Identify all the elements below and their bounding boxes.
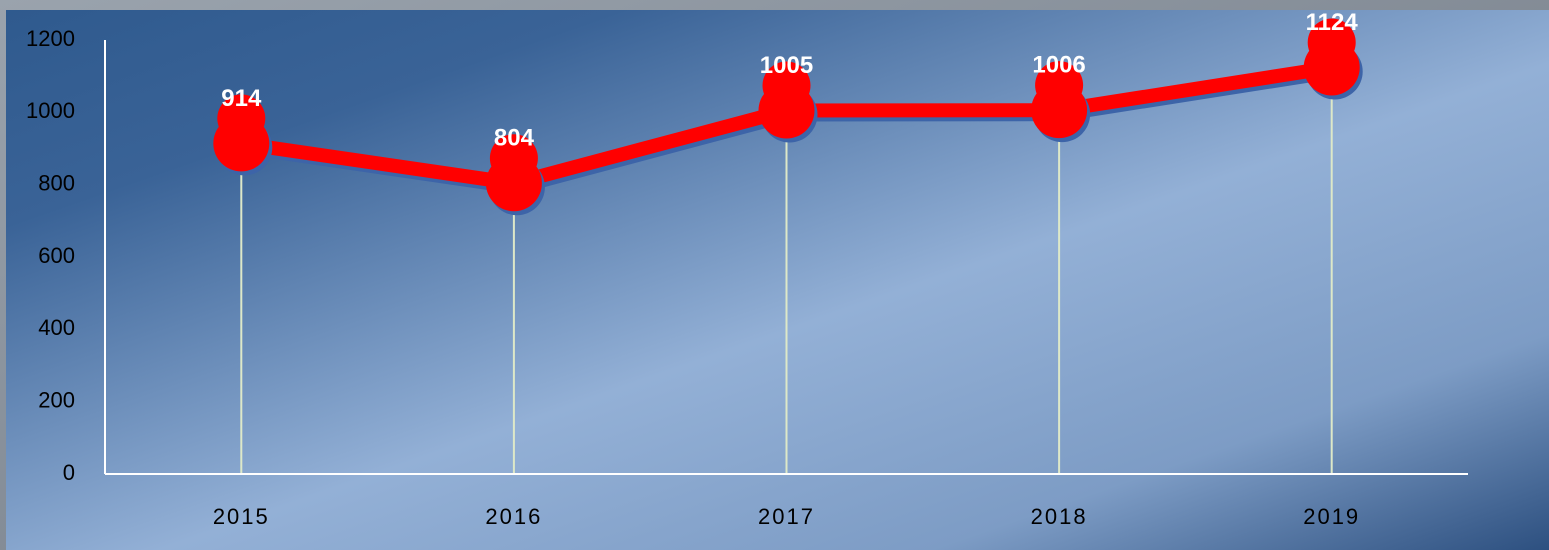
data-label: 804 xyxy=(494,125,535,152)
marker-highlight xyxy=(1035,61,1084,110)
data-label: 1005 xyxy=(760,52,813,79)
y-tick-label: 800 xyxy=(38,170,75,195)
x-tick-label: 2015 xyxy=(213,504,270,529)
marker-highlight xyxy=(762,61,811,110)
x-tick-label: 2016 xyxy=(485,504,542,529)
y-tick-label: 0 xyxy=(63,460,75,485)
x-tick-label: 2017 xyxy=(758,504,815,529)
data-label: 914 xyxy=(221,85,262,112)
y-tick-label: 400 xyxy=(38,315,75,340)
y-tick-label: 600 xyxy=(38,243,75,268)
data-label: 1006 xyxy=(1032,52,1085,79)
y-tick-label: 1000 xyxy=(26,98,75,123)
x-tick-label: 2019 xyxy=(1303,504,1360,529)
marker-highlight xyxy=(489,134,538,183)
y-tick-label: 1200 xyxy=(26,26,75,51)
marker-highlight xyxy=(1307,18,1356,67)
y-tick-label: 200 xyxy=(38,387,75,412)
data-label: 1124 xyxy=(1306,9,1359,36)
x-tick-label: 2018 xyxy=(1031,504,1088,529)
marker-highlight xyxy=(217,94,266,143)
